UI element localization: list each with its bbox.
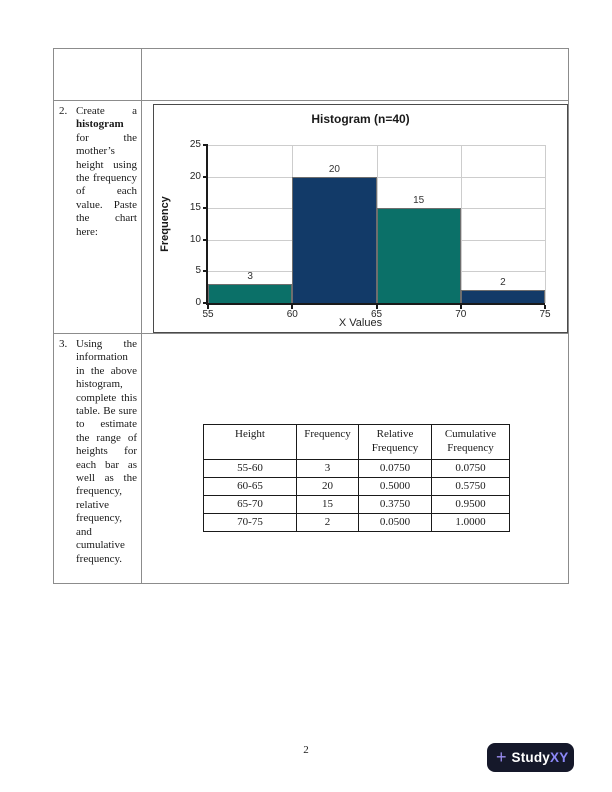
- table-row: 65-70 15 0.3750 0.9500: [203, 495, 510, 514]
- bar-value-label: 2: [500, 277, 506, 289]
- y-axis-tick-label: 10: [189, 233, 201, 245]
- y-axis-tick: [203, 144, 208, 146]
- frequency-table-header: Cumulative Frequency: [431, 424, 510, 460]
- x-axis-tick: [375, 305, 378, 309]
- frequency-table-cell: 65-70: [203, 495, 297, 514]
- task2-instructions: 2. Create a histogram for the mother’s h…: [54, 101, 142, 334]
- y-axis-tick: [203, 207, 208, 210]
- bar-value-label: 20: [328, 163, 340, 175]
- y-axis-line: [206, 145, 208, 305]
- frequency-table-cell: 20: [296, 477, 359, 496]
- task3-instructions: 3. Using the information in the above hi…: [54, 334, 142, 584]
- frequency-table-cell: 0.5750: [431, 477, 510, 496]
- task3-number: 3.: [59, 338, 68, 350]
- x-axis-tick-label: 55: [202, 309, 214, 320]
- frequency-table-header: Height: [203, 424, 297, 460]
- bar-value-label: 15: [413, 195, 425, 207]
- histogram-bar: [376, 208, 461, 303]
- frequency-table-cell: 2: [296, 513, 359, 532]
- y-axis-tick: [203, 270, 208, 273]
- frequency-table: Height Frequency Relative Frequency Cumulat…: [203, 424, 510, 532]
- x-axis-tick-label: 65: [370, 309, 383, 320]
- frequency-table-cell: 0.9500: [431, 495, 510, 514]
- frequency-table-cell: 1.0000: [431, 513, 510, 532]
- frequency-table-cell: 55-60: [203, 459, 297, 478]
- bar-value-label: 3: [247, 271, 253, 283]
- y-axis-tick-label: 25: [189, 139, 201, 150]
- x-axis-tick: [291, 305, 294, 309]
- frequency-table-cell: 0.0750: [431, 459, 510, 478]
- plus-icon: +: [496, 746, 507, 767]
- histogram-chart: Histogram (n=40) Frequency X Values 0 5 10…: [153, 104, 568, 333]
- chart-cell: Histogram (n=40) Frequency X Values 0 5 10…: [142, 101, 569, 334]
- frequency-table-cell: 3: [296, 459, 359, 478]
- y-axis-tick-label: 20: [189, 170, 201, 182]
- v-gridline: [545, 145, 546, 303]
- page-number: 2: [303, 744, 309, 756]
- task2-number: 2.: [59, 105, 68, 117]
- table-row: 70-75 2 0.0500 1.0000: [203, 513, 510, 532]
- y-axis-tick: [203, 302, 208, 304]
- histogram-bar: [208, 284, 293, 303]
- empty-cell-left: [54, 49, 142, 101]
- y-axis-tick: [203, 238, 208, 241]
- x-axis-tick: [207, 305, 209, 309]
- frequency-table-cell: 15: [296, 495, 359, 514]
- v-gridline: [460, 145, 462, 303]
- y-axis-tick-label: 0: [195, 297, 201, 308]
- frequency-table-cell: 0.0750: [358, 459, 432, 478]
- brand-name-primary: Study: [511, 750, 551, 765]
- freq-table-cell: Height Frequency Relative Frequency Cumulat…: [142, 334, 569, 584]
- x-axis-tick: [544, 305, 546, 309]
- frequency-table-cell: 0.3750: [358, 495, 432, 514]
- x-axis-tick: [459, 305, 462, 309]
- y-axis-tick-label: 15: [189, 202, 201, 214]
- studyxy-badge[interactable]: + Study XY: [487, 743, 574, 772]
- worksheet-table: 2. Create a histogram for the mother’s h…: [53, 48, 569, 584]
- histogram-bar: [460, 290, 545, 303]
- x-axis-line: [206, 303, 545, 305]
- table-row: 55-60 3 0.0750 0.0750: [203, 459, 510, 478]
- x-axis-tick-label: 75: [539, 309, 551, 320]
- frequency-table-cell: 0.5000: [358, 477, 432, 496]
- y-axis-tick: [203, 175, 208, 178]
- frequency-table-header: Relative Frequency: [358, 424, 432, 460]
- frequency-table-header: Frequency: [296, 424, 359, 460]
- x-axis-tick-label: 60: [286, 309, 298, 320]
- y-axis-label: Frequency: [159, 196, 171, 252]
- frequency-table-cell: 60-65: [203, 477, 297, 496]
- chart-title: Histogram (n=40): [311, 112, 410, 126]
- task2-text: Create a histogram for the mother’s heig…: [76, 105, 137, 238]
- frequency-table-cell: 0.0500: [358, 513, 432, 532]
- frequency-table-cell: 70-75: [203, 513, 297, 532]
- table-row: 60-65 20 0.5000 0.5750: [203, 477, 510, 496]
- y-axis-tick-label: 5: [195, 265, 201, 277]
- empty-cell-right: [142, 49, 569, 101]
- histogram-bar: [292, 176, 377, 303]
- brand-name-secondary: XY: [550, 750, 569, 765]
- x-axis-tick-label: 70: [455, 309, 467, 320]
- task3-text: Using the information in the above histo…: [76, 338, 137, 565]
- x-axis-label: X Values: [338, 317, 383, 329]
